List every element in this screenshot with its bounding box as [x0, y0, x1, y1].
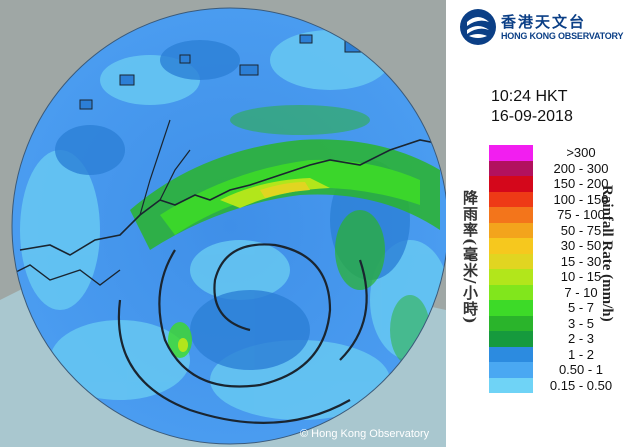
- legend-swatch: [489, 346, 533, 362]
- legend-item: 100 - 150: [489, 191, 629, 207]
- legend-item: 5 - 7: [489, 300, 629, 316]
- legend-label: 100 - 150: [553, 191, 609, 207]
- legend-item: 0.50 - 1: [489, 362, 629, 378]
- legend-item: 15 - 30: [489, 253, 629, 269]
- legend-label: 30 - 50: [560, 238, 602, 253]
- legend-swatch: [489, 377, 533, 393]
- legend-swatch: [489, 207, 533, 223]
- legend-swatch: [489, 284, 533, 300]
- coastline: [19, 139, 446, 256]
- hko-logo: 香港天文台 HONG KONG OBSERVATORY: [459, 8, 635, 48]
- legend-swatch: [489, 238, 533, 254]
- radar-image: [0, 7, 446, 447]
- org-name-en: HONG KONG OBSERVATORY: [501, 31, 624, 41]
- legend-label: 50 - 75: [560, 222, 602, 238]
- legend-title-en: Rainfall Rate (mm/h): [599, 185, 615, 322]
- legend-label: >300: [566, 145, 596, 160]
- coastline-west: [12, 264, 121, 286]
- legend-item: 3 - 5: [489, 315, 629, 331]
- legend-label: 10 - 15: [560, 269, 602, 284]
- legend-label: 2 - 3: [567, 331, 594, 346]
- radar-map: © Hong Kong Observatory: [0, 0, 446, 447]
- legend-swatch: [489, 160, 533, 176]
- legend-item: 200 - 300: [489, 160, 629, 176]
- moderate-rain-band: [130, 105, 440, 365]
- legend-swatch: [489, 315, 533, 331]
- storm-spiral-outline: [117, 243, 368, 424]
- legend-swatch: [489, 253, 533, 269]
- legend-swatch: [489, 269, 533, 285]
- legend-item: 0.15 - 0.50: [489, 377, 629, 393]
- legend-item: >300: [489, 145, 629, 161]
- legend-label: 0.15 - 0.50: [549, 377, 613, 393]
- river-estuary: [139, 119, 191, 216]
- legend-swatch: [489, 176, 533, 192]
- legend-title-cn: 降雨率(毫米/小時): [461, 190, 479, 325]
- legend-label: 200 - 300: [553, 160, 609, 176]
- legend-item: 30 - 50: [489, 238, 629, 254]
- legend-item: 1 - 2: [489, 346, 629, 362]
- legend-label: 15 - 30: [560, 253, 602, 269]
- radar-range-ring: [11, 7, 446, 445]
- legend-label: 75 - 100: [557, 207, 605, 222]
- copyright-text: © Hong Kong Observatory: [300, 428, 430, 440]
- legend-label: 0.50 - 1: [558, 362, 604, 377]
- legend-item: 150 - 200: [489, 176, 629, 192]
- legend-label: 7 - 10: [564, 284, 598, 300]
- org-name-cn: 香港天文台: [501, 13, 587, 31]
- legend-swatch: [489, 145, 533, 161]
- legend-swatch: [489, 222, 533, 238]
- legend-label: 5 - 7: [567, 300, 594, 315]
- observation-date: 16-09-2018: [491, 108, 573, 125]
- observation-time: 10:24 HKT: [491, 88, 568, 105]
- legend-swatch: [489, 300, 533, 316]
- legend-item: 75 - 100: [489, 207, 629, 223]
- legend-swatch: [489, 331, 533, 347]
- legend-item: 50 - 75: [489, 222, 629, 238]
- legend-item: 7 - 10: [489, 284, 629, 300]
- legend-label: 150 - 200: [553, 176, 609, 191]
- legend-swatch: [489, 362, 533, 378]
- legend-swatch: [489, 191, 533, 207]
- legend-label: 3 - 5: [567, 315, 594, 331]
- hko-logo-icon: [460, 9, 496, 45]
- legend-item: 10 - 15: [489, 269, 629, 285]
- legend-item: 2 - 3: [489, 331, 629, 347]
- legend-label: 1 - 2: [567, 346, 594, 362]
